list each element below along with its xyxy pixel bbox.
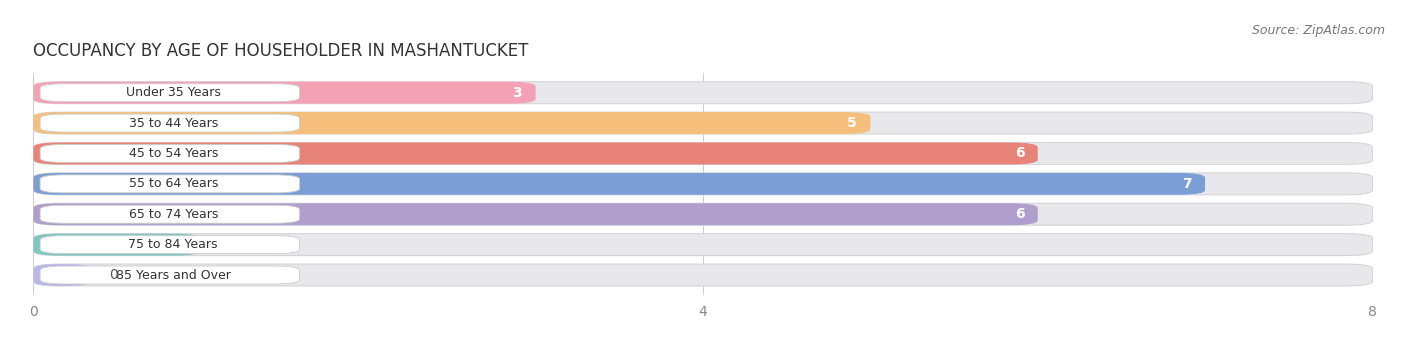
Text: 7: 7: [1182, 177, 1192, 191]
FancyBboxPatch shape: [34, 112, 1372, 134]
Text: 75 to 84 Years: 75 to 84 Years: [128, 238, 218, 251]
Text: 0: 0: [108, 268, 118, 282]
Text: 65 to 74 Years: 65 to 74 Years: [128, 208, 218, 221]
FancyBboxPatch shape: [34, 203, 1372, 225]
FancyBboxPatch shape: [34, 264, 1372, 286]
Text: 1: 1: [177, 238, 187, 252]
Text: Source: ZipAtlas.com: Source: ZipAtlas.com: [1251, 24, 1385, 37]
FancyBboxPatch shape: [41, 205, 299, 223]
FancyBboxPatch shape: [34, 173, 1372, 195]
FancyBboxPatch shape: [34, 234, 1372, 255]
Text: Under 35 Years: Under 35 Years: [125, 86, 221, 99]
Text: 45 to 54 Years: 45 to 54 Years: [128, 147, 218, 160]
FancyBboxPatch shape: [34, 82, 536, 104]
FancyBboxPatch shape: [41, 236, 299, 254]
FancyBboxPatch shape: [34, 82, 1372, 104]
Text: OCCUPANCY BY AGE OF HOUSEHOLDER IN MASHANTUCKET: OCCUPANCY BY AGE OF HOUSEHOLDER IN MASHA…: [34, 42, 529, 60]
Text: 6: 6: [1015, 207, 1025, 221]
FancyBboxPatch shape: [34, 264, 91, 286]
FancyBboxPatch shape: [41, 145, 299, 162]
Text: 6: 6: [1015, 147, 1025, 161]
Text: 55 to 64 Years: 55 to 64 Years: [128, 177, 218, 190]
Text: 3: 3: [513, 86, 522, 100]
FancyBboxPatch shape: [41, 175, 299, 193]
FancyBboxPatch shape: [34, 234, 201, 255]
Text: 5: 5: [848, 116, 858, 130]
Text: 85 Years and Over: 85 Years and Over: [115, 268, 231, 282]
Text: 35 to 44 Years: 35 to 44 Years: [128, 117, 218, 130]
FancyBboxPatch shape: [41, 84, 299, 102]
FancyBboxPatch shape: [34, 143, 1038, 164]
FancyBboxPatch shape: [34, 112, 870, 134]
FancyBboxPatch shape: [41, 266, 299, 284]
FancyBboxPatch shape: [34, 143, 1372, 164]
FancyBboxPatch shape: [34, 203, 1038, 225]
FancyBboxPatch shape: [34, 173, 1205, 195]
FancyBboxPatch shape: [41, 114, 299, 132]
